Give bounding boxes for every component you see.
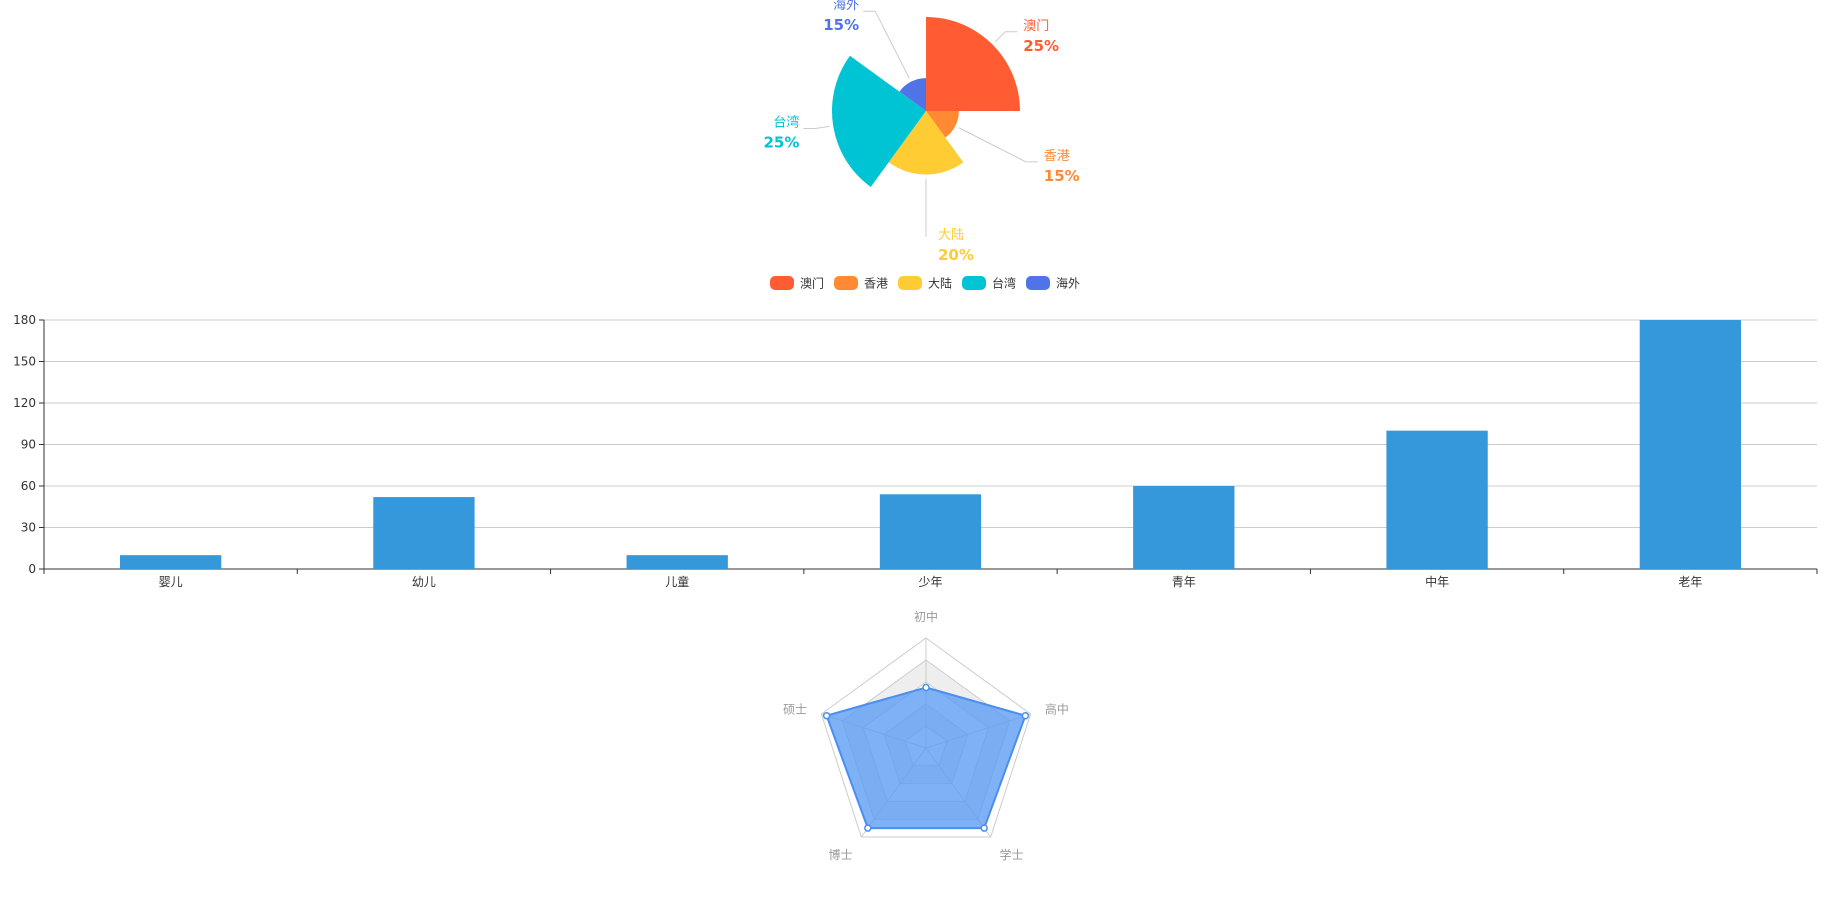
bar-ytick-label-5: 150 <box>13 355 36 369</box>
bar-0 <box>119 555 222 569</box>
radar-point-4 <box>822 711 831 720</box>
pie-slice-2 <box>888 111 964 175</box>
pie-label-name-2: 大陆 <box>938 227 964 243</box>
pie-label-percent-3: 25% <box>763 134 799 152</box>
pie-label-name-0: 澳门 <box>1023 18 1049 34</box>
pie-label-percent-4: 15% <box>823 16 859 34</box>
bar-1 <box>373 497 475 569</box>
legend-swatch-1 <box>834 276 858 290</box>
radar-point-3 <box>864 824 872 832</box>
pie-slice-3 <box>832 55 926 188</box>
pie-label-percent-2: 20% <box>938 246 974 264</box>
radar-area <box>825 686 1027 830</box>
bar-ytick-label-6: 180 <box>13 313 36 327</box>
radar-indicator-label-2: 学士 <box>999 847 1023 862</box>
pie-label-percent-0: 25% <box>1023 37 1059 55</box>
pie-label-name-1: 香港 <box>1044 149 1070 164</box>
radar-point-1 <box>1021 711 1030 720</box>
pie-label-line-3 <box>803 125 830 130</box>
radar-indicator-label-0: 初中 <box>914 609 938 624</box>
bar-5 <box>1386 430 1488 569</box>
radar-point-0 <box>922 683 930 692</box>
bar-xtick-label-6: 老年 <box>1678 575 1702 589</box>
legend-label-0: 澳门 <box>800 276 824 291</box>
pie-label-percent-1: 15% <box>1044 167 1080 185</box>
bar-xtick-label-5: 中年 <box>1425 574 1449 589</box>
rose-pie-chart: 澳门 25% 香港 15% 大陆 20% 台湾 25% 海外 15% <box>763 0 1079 264</box>
legend-swatch-4 <box>1026 276 1050 290</box>
bar-xtick-label-1: 幼儿 <box>412 575 436 589</box>
pie-label-name-3: 台湾 <box>773 115 799 131</box>
legend-label-4: 海外 <box>1056 276 1080 291</box>
radar-indicator-label-1: 高中 <box>1045 701 1069 716</box>
bar-xtick-label-0: 婴儿 <box>159 575 183 589</box>
bar-4 <box>1133 486 1235 569</box>
pie-label-name-4: 海外 <box>833 0 859 13</box>
pie-slice-1 <box>926 111 959 138</box>
bar-chart: 0 30 60 90 120 150 180 婴儿 幼儿 儿童 少年 青年 中年 老年 <box>13 313 1818 589</box>
legend-label-3: 台湾 <box>992 276 1016 291</box>
bar-3 <box>879 494 982 569</box>
bar-6 <box>1639 320 1742 569</box>
bar-xtick-label-2: 儿童 <box>665 574 689 589</box>
legend-swatch-3 <box>962 276 986 290</box>
pie-legend: 澳门 香港 大陆 台湾 海外 <box>770 276 1080 291</box>
bar-ytick-label-3: 90 <box>21 438 36 452</box>
legend-label-1: 香港 <box>864 277 888 291</box>
pie-label-line-0 <box>994 31 1018 43</box>
legend-label-2: 大陆 <box>928 276 952 291</box>
bar-ytick-label-2: 60 <box>21 479 36 493</box>
pie-slice-4 <box>899 78 926 111</box>
radar-point-2 <box>980 824 988 832</box>
bar-2 <box>626 555 728 569</box>
pie-label-line-4 <box>863 10 910 79</box>
bar-ytick-label-1: 30 <box>21 521 36 535</box>
bar-xtick-label-3: 少年 <box>918 575 942 589</box>
legend-swatch-2 <box>898 276 922 290</box>
pie-slice-0 <box>926 17 1020 111</box>
legend-swatch-0 <box>770 276 794 290</box>
bar-ytick-label-4: 120 <box>13 396 36 410</box>
bar-xtick-label-4: 青年 <box>1172 575 1196 589</box>
radar-indicator-label-3: 博士 <box>829 847 853 862</box>
radar-indicator-label-4: 硕士 <box>783 702 807 716</box>
pie-label-line-1 <box>958 127 1038 163</box>
bar-ytick-label-0: 0 <box>28 562 36 576</box>
